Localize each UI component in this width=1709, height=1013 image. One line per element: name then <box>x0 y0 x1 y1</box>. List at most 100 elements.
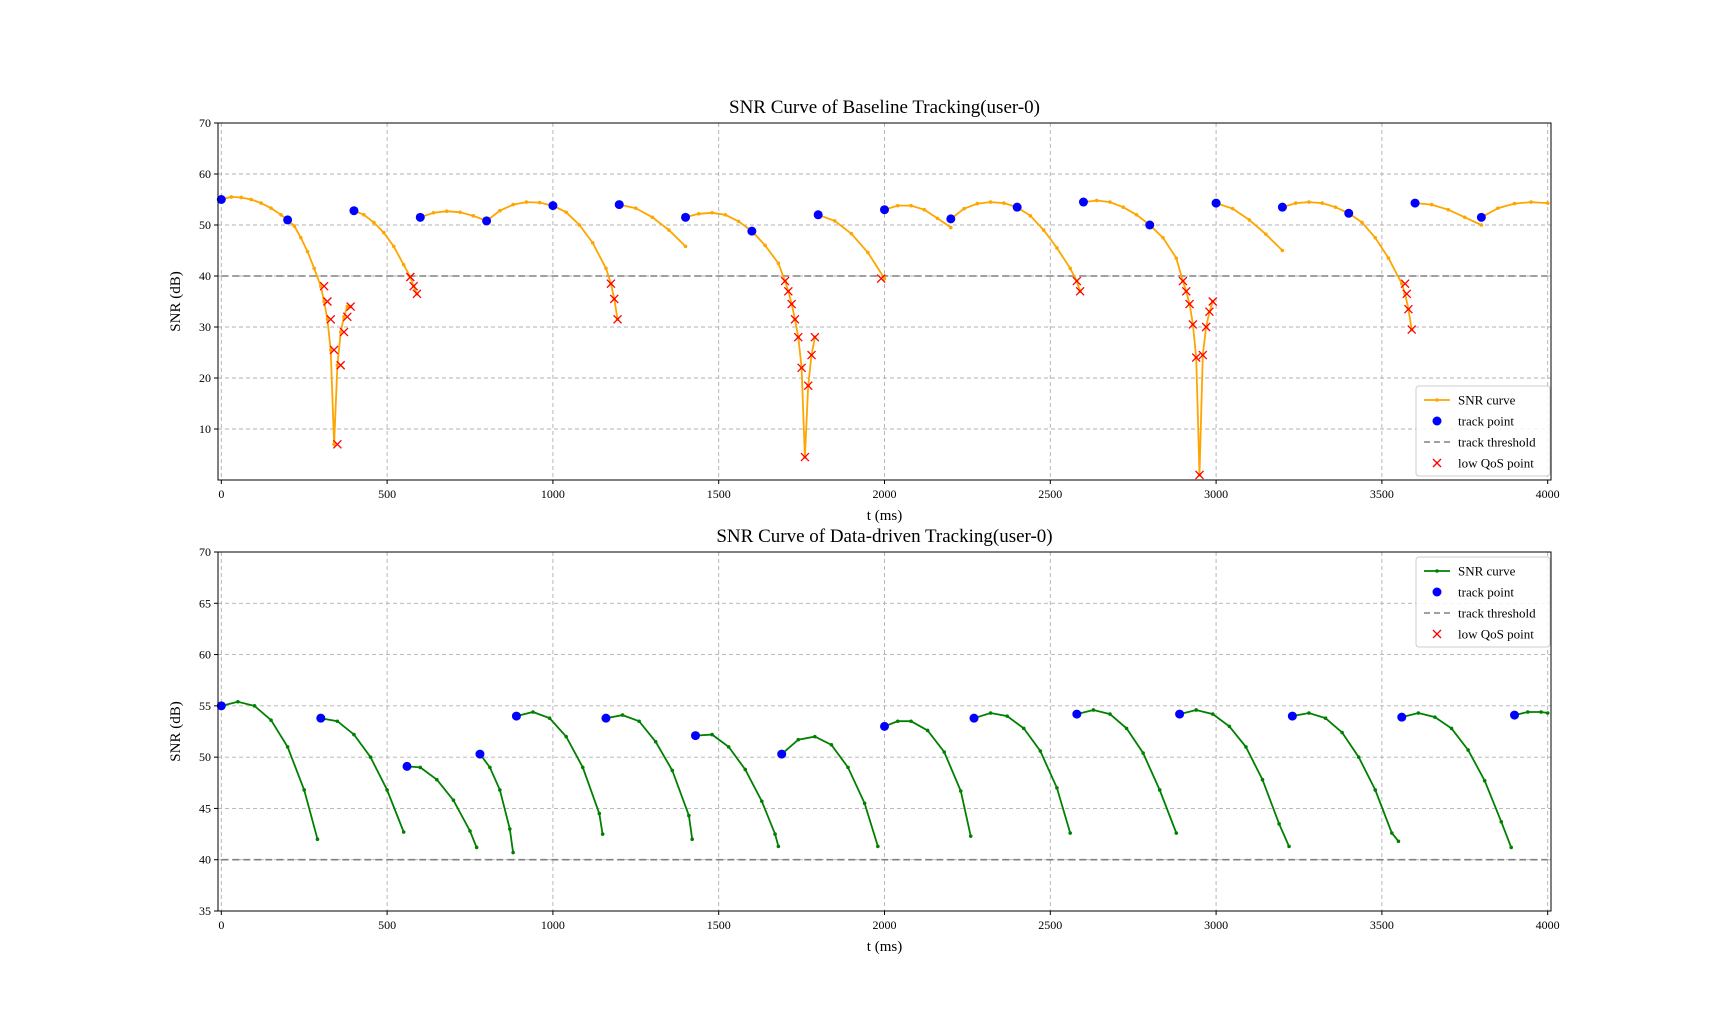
x-tick-label: 4000 <box>1536 918 1560 932</box>
snr-curve-series <box>219 699 1550 855</box>
legend-entry: SNR curve <box>1424 564 1516 579</box>
track-point <box>1078 197 1088 207</box>
y-axis-label: SNR (dB) <box>168 271 184 331</box>
snr-curve-marker <box>1320 201 1325 205</box>
snr-curve-marker <box>667 228 671 232</box>
snr-curve-marker <box>391 244 396 249</box>
snr-curve-marker <box>1545 201 1550 205</box>
snr-curve-marker <box>763 243 767 248</box>
snr-curve-marker <box>1244 745 1248 749</box>
snr-curve-marker <box>279 213 283 217</box>
snr-curve-marker <box>1247 218 1252 222</box>
x-tick-label: 0 <box>218 918 224 932</box>
snr-curve-marker <box>832 219 837 223</box>
snr-curve-segment <box>781 735 879 847</box>
snr-curve-marker <box>318 284 323 289</box>
snr-curve-marker <box>796 737 801 742</box>
snr-curve-marker <box>909 719 913 724</box>
track-point <box>969 713 979 723</box>
snr-curve-marker <box>292 224 297 228</box>
snr-curve-marker <box>1174 831 1179 835</box>
snr-curve-marker <box>1356 755 1361 759</box>
snr-curve-segment <box>221 195 289 221</box>
snr-curve-segment <box>973 712 1072 834</box>
snr-curve-marker <box>418 765 423 770</box>
y-tick-label: 40 <box>199 269 211 283</box>
legend-lowqos-swatch <box>1432 458 1442 468</box>
low-qos-point <box>1407 325 1417 335</box>
snr-curve-marker <box>1091 708 1096 712</box>
y-tick-label: 60 <box>199 648 211 662</box>
snr-curve-marker <box>1396 839 1401 844</box>
snr-curve-marker <box>252 704 257 708</box>
snr-curve-marker <box>760 799 764 804</box>
track-point <box>216 195 226 204</box>
y-tick-label: 60 <box>199 167 211 181</box>
track-point <box>946 214 956 224</box>
low-qos-point <box>1400 279 1410 289</box>
snr-curve-marker <box>988 200 993 204</box>
snr-curve-segment <box>1292 712 1400 842</box>
snr-curve-segment <box>884 204 952 229</box>
track-point <box>475 749 485 759</box>
track-point <box>1012 202 1022 212</box>
snr-curve-marker <box>1496 206 1500 210</box>
snr-curve-marker <box>1509 845 1514 850</box>
x-tick-label: 3500 <box>1370 918 1394 932</box>
snr-curve-marker <box>1134 213 1139 217</box>
track-point <box>777 749 787 759</box>
track-point <box>690 731 700 741</box>
snr-curve-marker <box>299 235 303 240</box>
snr-curve-marker <box>1055 786 1059 790</box>
snr-curve-marker <box>1539 710 1543 714</box>
low-qos-point <box>1075 286 1085 296</box>
track-point <box>482 216 492 226</box>
snr-curve-marker <box>325 317 330 322</box>
x-tick-label: 2500 <box>1038 487 1062 501</box>
x-axis-label: t (ms) <box>867 508 902 524</box>
y-tick-label: 30 <box>199 320 211 334</box>
snr-curve-marker <box>285 745 290 749</box>
track-point <box>1344 208 1354 218</box>
snr-curve-marker <box>564 210 568 215</box>
snr-curve-segment <box>685 211 753 232</box>
snr-curve-marker <box>401 262 406 267</box>
low-qos-point <box>405 272 415 282</box>
low-qos-point <box>409 281 419 291</box>
low-qos-series <box>319 272 1417 480</box>
snr-curve-segment <box>1282 201 1350 215</box>
snr-curve-marker <box>1227 724 1232 729</box>
snr-curve-marker <box>1121 205 1126 209</box>
snr-curve-segment <box>950 201 1018 220</box>
snr-curve-marker <box>1094 198 1099 203</box>
snr-curve-marker <box>431 210 436 215</box>
snr-curve-marker <box>1525 710 1530 714</box>
snr-curve-marker <box>328 348 333 352</box>
snr-curve-marker <box>726 745 731 749</box>
snr-curve-marker <box>687 813 691 818</box>
track-point <box>1145 220 1155 230</box>
snr-curve-marker <box>471 214 476 218</box>
grid <box>218 122 1551 480</box>
snr-curve-segment <box>817 213 886 280</box>
legend-entry: low QoS point <box>1432 456 1534 471</box>
snr-curve-marker <box>1108 712 1112 716</box>
snr-curve-marker <box>531 710 535 714</box>
legend-entry: track point <box>1432 414 1514 429</box>
snr-curve-marker <box>1055 246 1059 250</box>
track-point <box>1211 198 1221 208</box>
y-tick-label: 20 <box>199 371 211 385</box>
low-qos-point <box>609 294 619 304</box>
low-qos-point <box>807 350 817 360</box>
x-tick-label: 1000 <box>541 918 565 932</box>
snr-curve-marker <box>435 777 439 782</box>
legend-label: low QoS point <box>1458 627 1534 642</box>
snr-curve-marker <box>511 850 515 855</box>
track-point <box>880 205 889 215</box>
snr-curve-marker <box>697 211 701 216</box>
snr-curve-marker <box>1293 201 1298 205</box>
track-point <box>1277 202 1287 212</box>
snr-curve-marker <box>650 215 655 220</box>
snr-curve-marker <box>368 755 373 759</box>
legend-lowqos-swatch <box>1432 629 1442 639</box>
